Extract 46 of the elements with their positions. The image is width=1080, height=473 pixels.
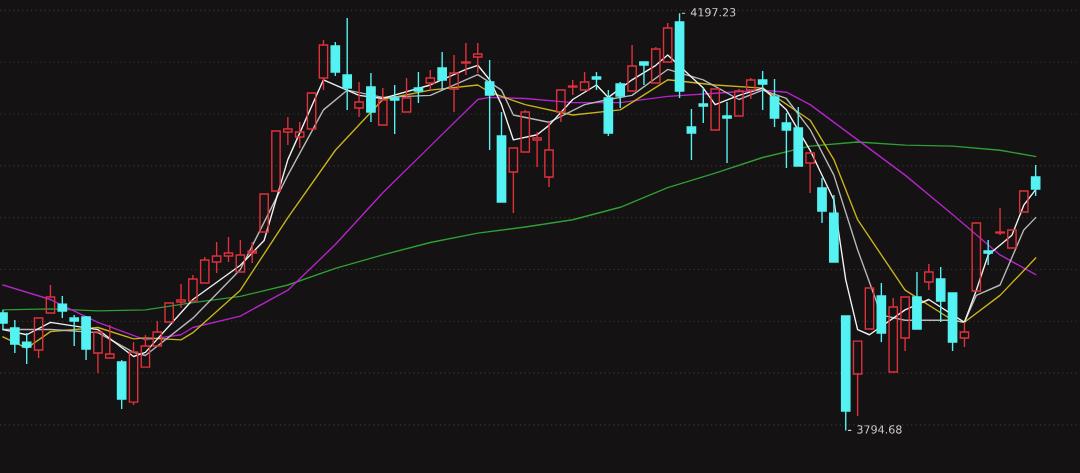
- candlestick: [793, 106, 804, 167]
- candlestick: [508, 147, 519, 214]
- candlestick: [259, 193, 269, 233]
- candlestick: [983, 239, 994, 266]
- candlestick: [627, 44, 637, 92]
- candlestick: [556, 89, 566, 123]
- candlestick: [437, 51, 448, 91]
- candlestick: [164, 302, 174, 323]
- annotation: 3794.68: [857, 425, 902, 434]
- candlestick: [829, 194, 839, 263]
- candlestick: [69, 314, 80, 347]
- candlestick: [817, 177, 827, 224]
- candlestick: [93, 331, 103, 374]
- candlestick: [912, 271, 922, 330]
- candlestick: [864, 287, 875, 330]
- candlestick: [971, 222, 982, 292]
- candlestick: [532, 131, 542, 168]
- candlestick: [686, 108, 697, 161]
- candlestick: [496, 111, 507, 203]
- candlestick: [900, 296, 910, 352]
- candlestick: [104, 324, 115, 359]
- candlestick: [1018, 190, 1029, 213]
- candlestick: [401, 77, 412, 113]
- candlestick: [710, 88, 721, 131]
- candlestick: [805, 152, 815, 194]
- candlestick: [461, 42, 471, 76]
- candlestick: [354, 81, 364, 118]
- candlestick: [449, 54, 459, 113]
- candlestick: [176, 283, 186, 309]
- candlestick: [639, 61, 649, 86]
- candlestick: [271, 130, 281, 192]
- candlestick: [923, 263, 934, 291]
- candlestick: [722, 101, 732, 164]
- candlestick: [282, 116, 293, 146]
- candlestick: [188, 274, 198, 302]
- candlestick: [484, 59, 495, 151]
- candlestick: [544, 121, 554, 188]
- candlestick: [377, 87, 388, 126]
- candlestick: [840, 315, 851, 432]
- candlestick: [1007, 229, 1017, 249]
- candlestick: [366, 72, 376, 123]
- annotation: 4197.23: [690, 8, 736, 17]
- candlestick: [852, 340, 863, 417]
- candlestick: [342, 17, 353, 111]
- candlestick: [9, 319, 20, 354]
- candlestick: [306, 92, 317, 130]
